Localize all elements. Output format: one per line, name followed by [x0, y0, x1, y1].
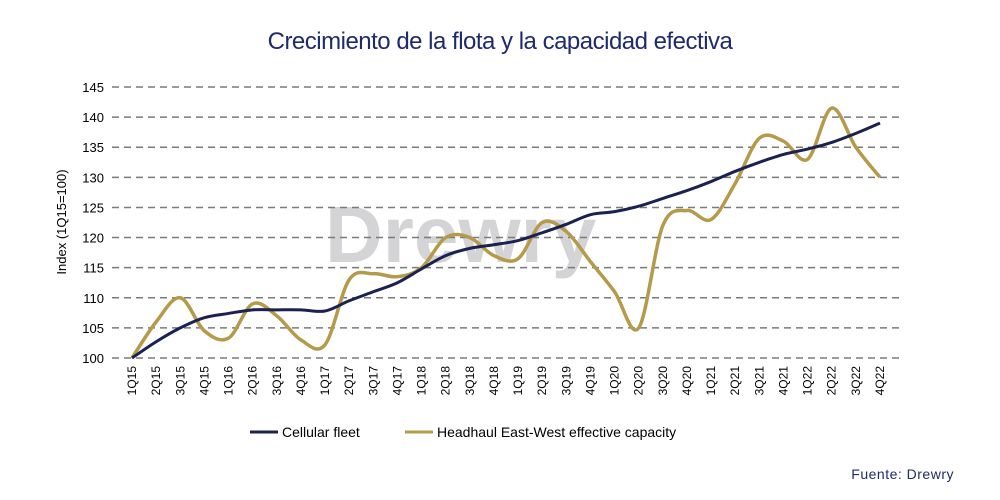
y-tick-label: 100 — [82, 351, 104, 366]
legend-label: Headhaul East-West effective capacity — [437, 424, 676, 440]
series-line-fleet — [131, 121, 881, 360]
y-tick-label: 135 — [82, 140, 104, 155]
y-axis-label: Index (1Q15=100) — [54, 169, 69, 274]
x-tick-label: 1Q19 — [511, 366, 525, 396]
x-tick-label: 4Q16 — [294, 366, 308, 396]
legend-label: Cellular fleet — [282, 424, 360, 440]
chart-title: Crecimiento de la flota y la capacidad e… — [267, 28, 733, 55]
y-tick-label: 110 — [83, 291, 104, 306]
x-tick-label: 4Q18 — [487, 366, 501, 396]
x-tick-label: 3Q16 — [270, 366, 284, 396]
x-tick-label: 4Q21 — [776, 366, 790, 396]
y-tick-label: 120 — [82, 231, 104, 246]
x-tick-label: 1Q20 — [608, 366, 622, 396]
x-tick-label: 1Q21 — [704, 366, 718, 396]
x-tick-label: 1Q16 — [222, 366, 236, 396]
y-tick-label: 145 — [82, 80, 104, 95]
x-tick-label: 2Q19 — [535, 366, 549, 396]
x-tick-label: 1Q17 — [318, 366, 332, 396]
x-tick-label: 1Q15 — [125, 366, 139, 396]
x-tick-label: 4Q20 — [680, 366, 694, 396]
x-tick-label: 2Q17 — [342, 366, 356, 396]
x-tick-label: 4Q19 — [583, 366, 597, 396]
x-tick-label: 3Q22 — [849, 366, 863, 396]
x-tick-label: 4Q15 — [197, 366, 211, 396]
y-tick-label: 140 — [82, 110, 104, 125]
y-tick-label: 125 — [82, 200, 104, 215]
x-tick-label: 1Q22 — [801, 366, 815, 396]
x-tick-label: 3Q21 — [752, 366, 766, 396]
x-tick-label: 3Q20 — [656, 366, 670, 396]
x-tick-label: 2Q15 — [149, 366, 163, 396]
x-tick-label: 2Q22 — [825, 366, 839, 396]
y-tick-label: 130 — [82, 170, 104, 185]
x-tick-label: 4Q22 — [873, 366, 887, 396]
x-tick-label: 4Q17 — [390, 366, 404, 396]
y-tick-label: 105 — [82, 321, 104, 336]
x-tick-label: 2Q21 — [728, 366, 742, 396]
series-line-capacity — [130, 106, 882, 359]
x-tick-label: 2Q16 — [246, 366, 260, 396]
x-tick-label: 2Q20 — [632, 366, 646, 396]
x-tick-label: 3Q15 — [173, 366, 187, 396]
x-tick-label: 3Q17 — [366, 366, 380, 396]
source-note: Fuente: Drewry — [851, 466, 954, 482]
y-tick-label: 115 — [83, 261, 104, 276]
x-tick-label: 2Q18 — [439, 366, 453, 396]
x-tick-label: 3Q18 — [463, 366, 477, 396]
x-tick-label: 1Q18 — [415, 366, 429, 396]
x-tick-label: 3Q19 — [559, 366, 573, 396]
